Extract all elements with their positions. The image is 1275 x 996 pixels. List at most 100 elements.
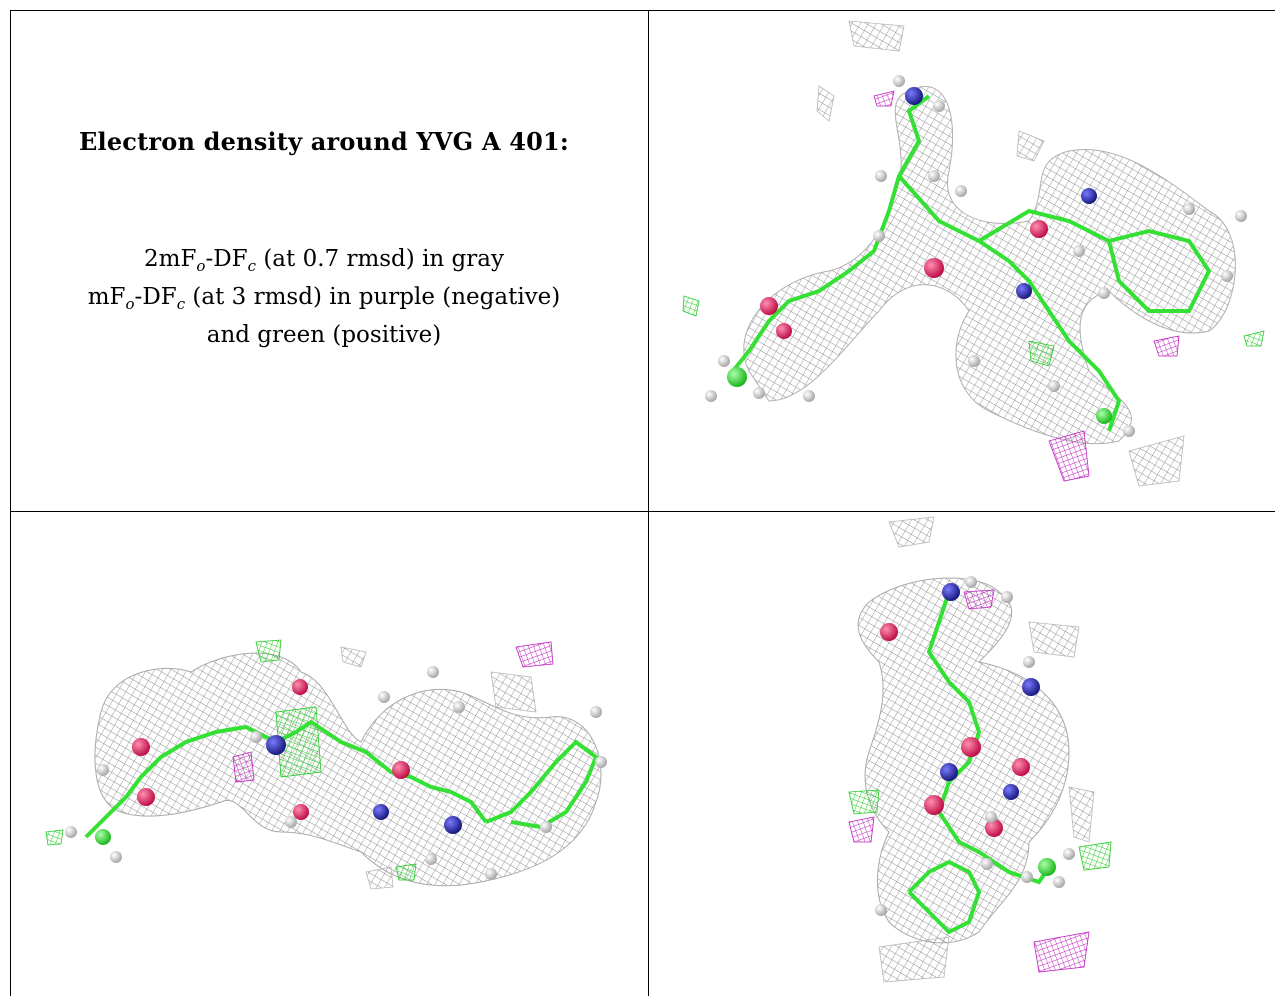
hydrogen-atom (981, 858, 993, 870)
legend-line-positive: and green (positive) (206, 322, 442, 348)
hydrogen-atom (590, 706, 602, 718)
density-negative-purple (873, 90, 895, 107)
hydrogen-atom (1053, 876, 1065, 888)
ligand-ring-sticks (977, 208, 1212, 313)
hydrogen-atom (1001, 591, 1013, 603)
hydrogen-atom (540, 821, 552, 833)
view-bottom-left (11, 512, 648, 996)
hydrogen-atom (705, 390, 717, 402)
density-mesh-gray-fragment (816, 85, 835, 122)
hydrogen-atom (378, 691, 390, 703)
hydrogen-atom (933, 100, 945, 112)
hydrogen-atom (965, 576, 977, 588)
view-bottom-right (649, 512, 1275, 996)
density-mesh-gray (94, 652, 602, 887)
hydrogen-atom (873, 230, 885, 242)
density-positive-green (255, 639, 282, 663)
nitrogen-atom (905, 87, 923, 105)
density-negative-purple (1033, 931, 1090, 973)
hydrogen-atom (1183, 203, 1195, 215)
hydrogen-atom (1098, 287, 1110, 299)
hydrogen-atom (718, 355, 730, 367)
hydrogen-atom (1023, 656, 1035, 668)
nitrogen-atom (373, 804, 389, 820)
oxygen-atom (1030, 220, 1048, 238)
density-mesh-gray-fragment (1128, 435, 1185, 487)
density-mesh-gray (743, 85, 1236, 445)
oxygen-atom (776, 323, 792, 339)
table-border-left (10, 10, 11, 996)
hydrogen-atom (425, 853, 437, 865)
oxygen-atom (137, 788, 155, 806)
nitrogen-atom (942, 583, 960, 601)
hydrogen-atom (110, 851, 122, 863)
figure-title: Electron density around YVG A 401: (79, 127, 569, 156)
table-border-top (10, 10, 1275, 11)
oxygen-atom (961, 737, 981, 757)
density-mesh-gray-fragment (878, 936, 950, 983)
ligand-sidechain-sticks (897, 174, 1122, 432)
view-top-right (649, 11, 1275, 511)
carbon-atom (1096, 408, 1112, 424)
density-mesh-gray-fragment (340, 646, 367, 668)
nitrogen-atom (940, 763, 958, 781)
nitrogen-atom (1081, 188, 1097, 204)
hydrogen-atom (1221, 270, 1233, 282)
oxygen-atom (293, 804, 309, 820)
oxygen-atom (985, 819, 1003, 837)
carbon-atom (1038, 858, 1056, 876)
oxygen-atom (1012, 758, 1030, 776)
hydrogen-atom (65, 826, 77, 838)
hydrogen-atom (968, 355, 980, 367)
hydrogen-atom (1235, 210, 1247, 222)
hydrogen-atom (1123, 425, 1135, 437)
density-positive-green (45, 829, 64, 846)
hydrogen-atom (485, 868, 497, 880)
legend-line-gray: 2mFo-DFc (at 0.7 rmsd) in gray (144, 246, 504, 275)
density-mesh-gray-fragment (365, 866, 394, 890)
hydrogen-atom (453, 701, 465, 713)
hydrogen-atom (427, 666, 439, 678)
oxygen-atom (924, 795, 944, 815)
hydrogen-atom (928, 170, 940, 182)
table-divider-horizontal (10, 511, 1275, 512)
density-positive-green (1078, 841, 1112, 871)
oxygen-atom (292, 679, 308, 695)
hydrogen-atom (985, 811, 997, 823)
oxygen-atom (880, 623, 898, 641)
nitrogen-atom (266, 735, 286, 755)
nitrogen-atom (1022, 678, 1040, 696)
density-positive-green (1243, 330, 1265, 347)
hydrogen-atom (893, 75, 905, 87)
density-mesh-gray-fragment (848, 20, 905, 52)
ligand-backbone-sticks (84, 719, 488, 839)
hydrogen-atom (1048, 380, 1060, 392)
hydrogen-atom (753, 387, 765, 399)
legend-text: 2mFo-DFc (at 0.7 rmsd) in gray mFo-DFc (… (10, 240, 638, 354)
density-mesh-gray-fragment (1028, 621, 1080, 658)
nitrogen-atom (1003, 784, 1019, 800)
oxygen-atom (760, 297, 778, 315)
density-positive-green (1028, 340, 1055, 367)
hydrogen-atom (875, 170, 887, 182)
legend-line-difference: mFo-DFc (at 3 rmsd) in purple (negative) (87, 284, 561, 313)
ligand-backbone-sticks (727, 94, 931, 378)
oxygen-atom (392, 761, 410, 779)
carbon-atom (727, 367, 747, 387)
hydrogen-atom (955, 185, 967, 197)
density-negative-purple (848, 816, 875, 843)
oxygen-atom (924, 258, 944, 278)
density-negative-purple (232, 751, 255, 783)
ligand-backbone-sticks (926, 591, 1051, 885)
nitrogen-atom (444, 816, 462, 834)
oxygen-atom (132, 738, 150, 756)
ligand-ring-sticks (485, 739, 599, 830)
carbon-atom (95, 829, 111, 845)
hydrogen-atom (1063, 848, 1075, 860)
hydrogen-atom (1073, 245, 1085, 257)
hydrogen-atom (250, 731, 262, 743)
density-mesh-gray-fragment (490, 671, 537, 713)
density-positive-green (848, 789, 880, 815)
density-mesh-gray-fragment (1016, 130, 1045, 162)
density-negative-purple (1048, 430, 1090, 482)
